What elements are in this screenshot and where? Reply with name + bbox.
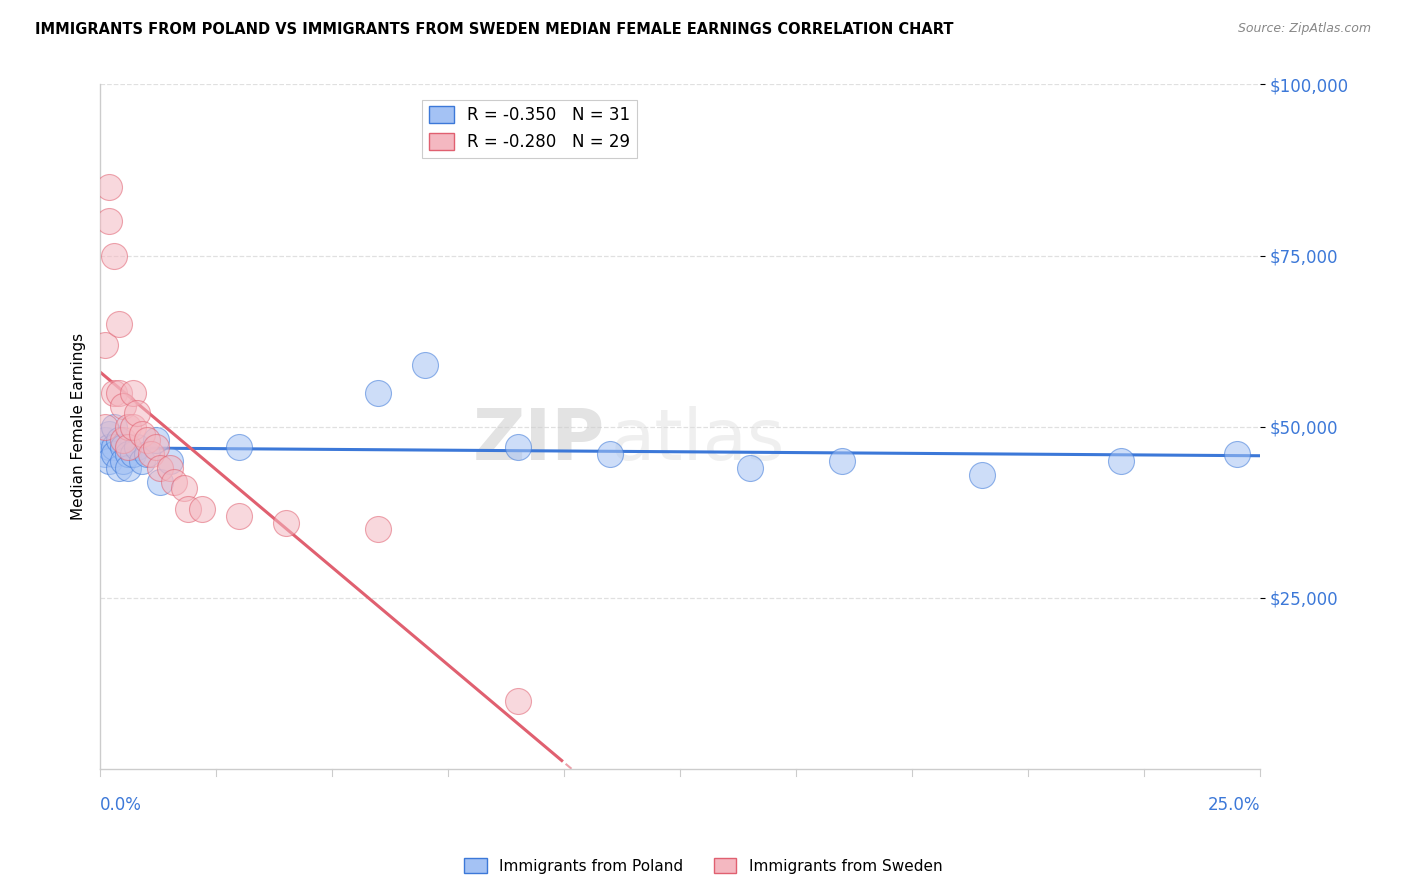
Point (94, 447, 117, 461)
Point (117, 419, 139, 434)
Point (112, 440, 135, 454)
Point (1226, 447, 1249, 461)
Point (191, 502, 214, 516)
Point (103, 249, 125, 263)
Text: atlas: atlas (610, 406, 785, 475)
Point (149, 475, 172, 489)
Point (163, 475, 186, 489)
Text: IMMIGRANTS FROM POLAND VS IMMIGRANTS FROM SWEDEN MEDIAN FEMALE EARNINGS CORRELAT: IMMIGRANTS FROM POLAND VS IMMIGRANTS FRO… (35, 22, 953, 37)
Point (173, 482, 195, 496)
Point (145, 434, 167, 448)
Point (135, 434, 157, 448)
Point (117, 440, 139, 454)
Point (145, 440, 167, 454)
Point (98, 426, 121, 441)
Point (98, 440, 121, 454)
Text: ZIP: ZIP (472, 406, 605, 475)
Point (121, 447, 143, 461)
Point (98, 180, 121, 194)
Point (274, 516, 297, 530)
Point (506, 440, 529, 454)
Point (107, 317, 129, 331)
Y-axis label: Median Female Earnings: Median Female Earnings (72, 334, 86, 520)
Point (103, 419, 125, 434)
Point (112, 454, 135, 468)
Point (177, 502, 200, 516)
Point (159, 454, 181, 468)
Point (94, 337, 117, 351)
Legend: R = -0.350   N = 31, R = -0.280   N = 29: R = -0.350 N = 31, R = -0.280 N = 29 (422, 100, 637, 158)
Point (738, 460, 761, 475)
Point (970, 467, 993, 482)
Point (159, 460, 181, 475)
Point (127, 440, 149, 454)
Point (107, 434, 129, 448)
Text: 25.0%: 25.0% (1208, 797, 1260, 814)
Point (94, 419, 117, 434)
Point (367, 523, 389, 537)
Point (228, 508, 250, 523)
Point (121, 385, 143, 400)
Point (367, 385, 389, 400)
Point (112, 399, 135, 413)
Point (228, 440, 250, 454)
Text: 0.0%: 0.0% (100, 797, 142, 814)
Point (131, 426, 153, 441)
Point (141, 447, 163, 461)
Point (135, 447, 157, 461)
Point (103, 447, 125, 461)
Point (117, 460, 139, 475)
Point (127, 406, 149, 420)
Point (506, 693, 529, 707)
Point (131, 454, 153, 468)
Point (149, 460, 172, 475)
Point (117, 447, 139, 461)
Legend: Immigrants from Poland, Immigrants from Sweden: Immigrants from Poland, Immigrants from … (457, 852, 949, 880)
Point (413, 358, 436, 372)
Text: Source: ZipAtlas.com: Source: ZipAtlas.com (1237, 22, 1371, 36)
Point (121, 419, 143, 434)
Point (599, 447, 621, 461)
Point (98, 454, 121, 468)
Point (103, 440, 125, 454)
Point (98, 214, 121, 228)
Point (1109, 454, 1132, 468)
Point (107, 460, 129, 475)
Point (94, 434, 117, 448)
Point (831, 454, 853, 468)
Point (103, 385, 125, 400)
Point (112, 434, 135, 448)
Point (107, 385, 129, 400)
